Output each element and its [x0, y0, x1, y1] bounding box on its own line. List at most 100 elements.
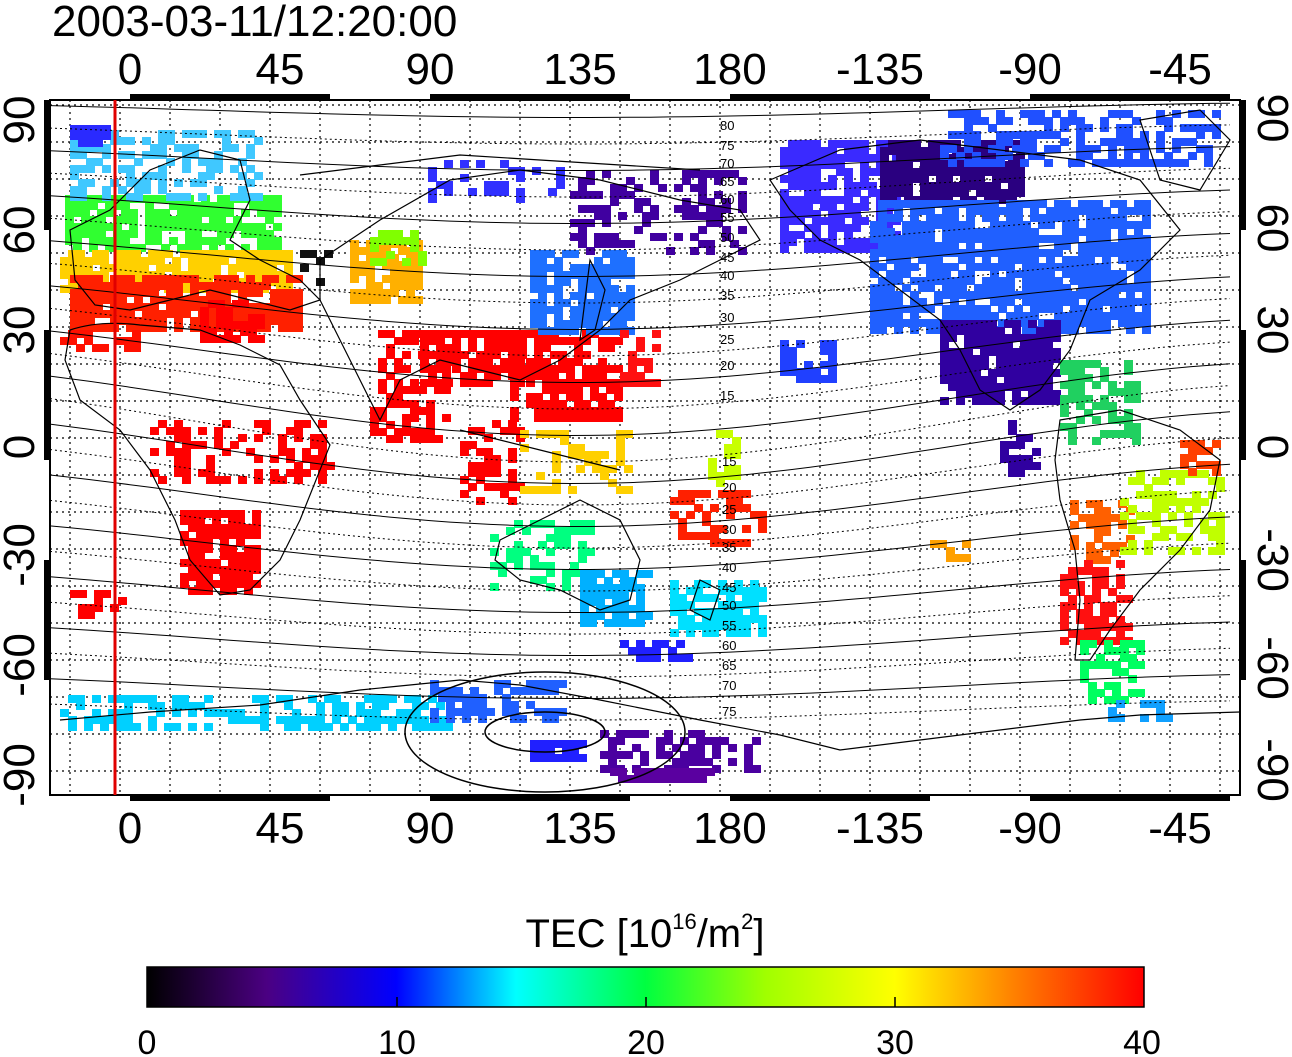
tec-pixel — [396, 716, 405, 724]
tec-pixel — [718, 587, 727, 595]
tec-pixel — [86, 604, 95, 612]
tec-pixel — [566, 379, 575, 387]
tec-pixel — [486, 708, 495, 716]
tec-pixel — [452, 365, 461, 373]
tec-pixel — [84, 257, 93, 265]
tec-pixel — [698, 212, 707, 220]
tec-pixel — [888, 189, 897, 197]
tec-pixel — [86, 132, 95, 140]
tec-pixel — [558, 386, 567, 394]
tec-pixel — [972, 362, 981, 370]
tec-pixel — [980, 117, 989, 125]
tec-pixel — [1102, 556, 1111, 564]
tec-pixel — [193, 230, 202, 238]
tec-pixel — [1128, 505, 1137, 513]
tec-pixel — [1196, 110, 1205, 118]
tec-pixel — [1078, 319, 1087, 327]
tec-pixel — [316, 716, 325, 724]
tec-pixel — [420, 379, 429, 387]
tec-pixel — [546, 569, 555, 577]
tec-pixel — [594, 257, 603, 265]
tec-pixel — [1108, 402, 1117, 410]
tec-pixel — [620, 584, 629, 592]
tec-pixel — [550, 372, 559, 380]
tec-pixel — [193, 209, 202, 217]
tec-pixel — [1036, 110, 1045, 118]
tec-pixel — [196, 510, 205, 518]
tec-pixel — [942, 207, 951, 215]
tec-pixel — [590, 379, 599, 387]
tec-pixel — [730, 240, 739, 248]
tec-pixel — [174, 434, 183, 442]
tec-pixel — [284, 257, 293, 265]
tec-pixel — [526, 400, 535, 408]
tec-pixel — [169, 223, 178, 231]
tec-pixel — [578, 306, 587, 314]
tec-pixel — [608, 751, 617, 759]
colorbar-title-main: TEC [10 — [525, 912, 672, 956]
tec-pixel — [804, 210, 813, 218]
tec-pixel — [510, 414, 519, 422]
tec-pixel — [726, 497, 735, 505]
tec-pixel — [812, 147, 821, 155]
tec-pixel — [546, 285, 555, 293]
tec-pixel — [780, 340, 789, 348]
tec-pixel — [1134, 263, 1143, 271]
tec-pixel — [618, 264, 627, 272]
tec-pixel — [1118, 284, 1127, 292]
tec-pixel — [318, 455, 327, 463]
tec-pixel — [470, 701, 479, 709]
tec-pixel — [468, 330, 477, 338]
coastlines — [59, 109, 1240, 751]
tec-pixel — [236, 257, 245, 265]
tec-pixel — [190, 324, 199, 332]
tec-pixel — [670, 594, 679, 602]
tec-pixel — [188, 545, 197, 553]
tec-pixel — [236, 264, 245, 272]
tec-pixel — [984, 140, 993, 148]
tec-pixel — [942, 249, 951, 257]
tec-pixel — [640, 730, 649, 738]
tec-pixel — [718, 580, 727, 588]
contour-label: 55 — [722, 618, 736, 633]
tec-pixel — [1036, 334, 1045, 342]
tec-pixel — [1076, 609, 1085, 617]
tec-pixel — [1020, 131, 1029, 139]
tec-pixel — [910, 305, 919, 313]
tec-pixel — [169, 202, 178, 210]
tec-pixel — [1076, 388, 1085, 396]
tec-pixel — [626, 257, 635, 265]
tec-pixel — [60, 337, 69, 345]
tec-pixel — [608, 737, 617, 745]
tec-pixel — [394, 393, 403, 401]
tec-pixel — [910, 235, 919, 243]
tec-pixel — [185, 244, 194, 252]
tec-pixel — [562, 327, 571, 335]
contour-label: 80 — [720, 118, 734, 133]
tec-pixel — [950, 263, 959, 271]
tec-pixel — [726, 511, 735, 519]
tec-pixel — [620, 591, 629, 599]
tec-pixel — [1152, 512, 1161, 520]
tec-pixel — [888, 168, 897, 176]
tec-pixel — [1054, 200, 1063, 208]
tec-pixel — [1094, 277, 1103, 285]
tec-pixel — [150, 172, 159, 180]
tec-pixel — [742, 539, 751, 547]
tec-pixel — [644, 647, 653, 655]
tec-pixel — [1044, 124, 1053, 132]
tec-pixel — [94, 125, 103, 133]
tec-pixel — [656, 751, 665, 759]
tec-pixel — [118, 137, 127, 145]
tec-pixel — [257, 209, 266, 217]
tec-pixel — [217, 223, 226, 231]
tec-pixel — [714, 170, 723, 178]
tec-pixel — [70, 172, 79, 180]
tec-pixel — [294, 324, 303, 332]
tec-pixel — [616, 730, 625, 738]
tec-pixel — [674, 233, 683, 241]
tec-pixel — [1196, 131, 1205, 139]
tec-pixel — [606, 407, 615, 415]
tec-pixel — [982, 235, 991, 243]
tec-pixel — [616, 444, 625, 452]
